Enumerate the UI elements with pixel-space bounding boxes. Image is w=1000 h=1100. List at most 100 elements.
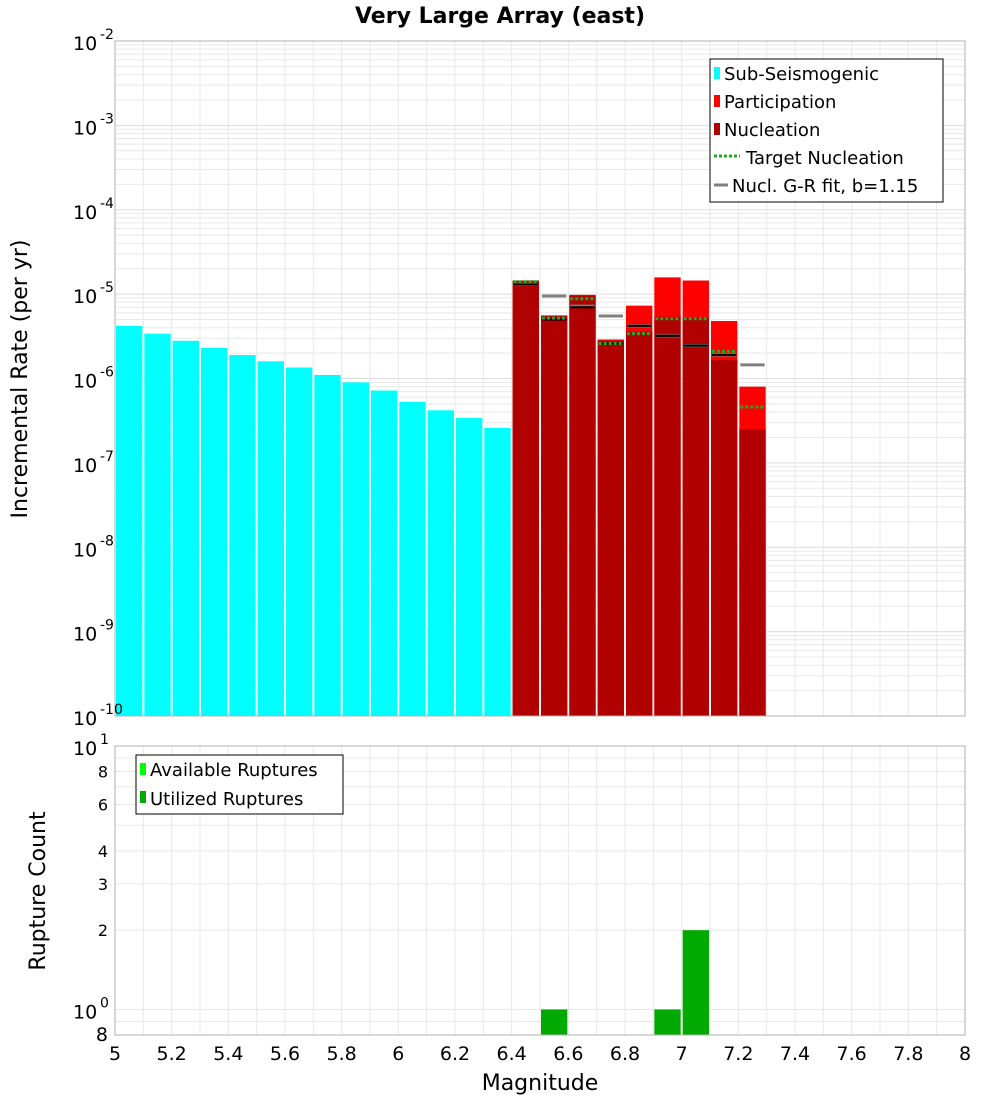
bottom-y-major-tick-exponent: 1 — [100, 732, 109, 748]
top-legend: Sub-Seismogenic Participation Nucleation… — [709, 58, 944, 203]
top-y-tick-exponent: -10 — [100, 702, 123, 718]
x-tick-label: 5.2 — [157, 1043, 187, 1065]
sub-seismogenic-bar — [144, 333, 171, 716]
top-legend-box — [709, 58, 944, 203]
sub-seismogenic-bar — [201, 347, 228, 716]
bottom-legend: Available Ruptures Utilized Ruptures — [135, 754, 344, 815]
top-y-tick-label: 10 — [73, 624, 97, 646]
sub-seismogenic-bar — [371, 390, 398, 716]
bottom-y-tick-label: 4 — [98, 842, 108, 861]
top-y-tick-label: 10 — [73, 33, 97, 55]
top-y-tick-exponent: -2 — [100, 27, 114, 43]
bottom-y-tick-label: 2 — [98, 921, 108, 940]
nucleation-bar — [597, 340, 624, 716]
sub-seismogenic-bar — [286, 367, 313, 716]
x-tick-label: 8 — [959, 1043, 971, 1065]
x-tick-label: 7.8 — [893, 1043, 923, 1065]
sub-seismogenic-bar — [456, 418, 483, 716]
bottom-y-major-tick-exponent: 0 — [100, 995, 109, 1011]
sub-seismogenic-bar — [342, 382, 369, 716]
nucleation-bar — [682, 317, 709, 716]
top-gridlines — [114, 41, 966, 717]
nucleation-bar — [541, 316, 568, 716]
utilized-ruptures-bar — [682, 930, 709, 1035]
top-y-tick-exponent: -6 — [100, 365, 114, 381]
bottom-plot-frame — [114, 745, 966, 1036]
legend-label-target-nucleation: Target Nucleation — [745, 148, 904, 169]
sub-seismogenic-bar — [116, 325, 143, 716]
legend-swatch-participation — [714, 95, 720, 107]
bottom-x-tick-labels: 5 5.2 5.4 5.6 5.8 6 6.2 6.4 6.6 6.8 7 7.2 7.4 7.6 7.8 8 — [109, 1043, 971, 1065]
bottom-y-axis-label: Rupture Count — [26, 811, 51, 971]
top-bars — [116, 277, 766, 716]
top-y-tick-label: 10 — [73, 455, 97, 477]
x-tick-label: 6.6 — [553, 1043, 583, 1065]
x-axis-label: Magnitude — [482, 1071, 599, 1096]
top-y-tick-exponent: -8 — [100, 533, 114, 549]
x-tick-label: 6.4 — [497, 1043, 527, 1065]
nucleation-bar — [512, 280, 539, 716]
x-tick-label: 7.2 — [723, 1043, 753, 1065]
legend-swatch-utilized-ruptures — [140, 791, 146, 803]
bottom-y-tick-label: 8 — [98, 763, 108, 782]
x-tick-label: 7.6 — [837, 1043, 867, 1065]
bottom-y-major-tick-label: 10 — [73, 738, 97, 760]
x-tick-label: 7.4 — [780, 1043, 810, 1065]
bottom-legend-box — [135, 754, 344, 815]
legend-label-nucleation: Nucleation — [724, 120, 820, 141]
bottom-y-tick-label: 6 — [98, 795, 108, 814]
nucleation-bar — [739, 429, 766, 716]
bottom-bars — [541, 930, 709, 1035]
x-tick-label: 7 — [676, 1043, 688, 1065]
top-y-tick-exponent: -7 — [100, 449, 114, 465]
sub-seismogenic-bar — [314, 375, 341, 716]
top-y-tick-label: 10 — [73, 202, 97, 224]
nucleation-bar — [569, 295, 596, 716]
bottom-y-major-tick-label: 10 — [73, 1001, 97, 1023]
legend-label-utilized-ruptures: Utilized Ruptures — [150, 789, 303, 810]
sub-seismogenic-bar — [399, 401, 426, 716]
sub-seismogenic-bar — [229, 354, 256, 716]
sub-seismogenic-bar — [427, 410, 454, 716]
x-tick-label: 6.2 — [440, 1043, 470, 1065]
nucleation-bar — [654, 316, 681, 716]
top-marker-lines — [513, 280, 765, 409]
sub-seismogenic-bar — [257, 361, 284, 716]
top-y-tick-exponent: -4 — [100, 196, 114, 212]
x-tick-label: 5 — [109, 1043, 121, 1065]
bottom-y-tick-label: 8 — [96, 1024, 108, 1046]
x-tick-label: 6.8 — [610, 1043, 640, 1065]
top-y-tick-label: 10 — [73, 117, 97, 139]
top-y-tick-exponent: -5 — [100, 280, 114, 296]
top-y-tick-label: 10 — [73, 371, 97, 393]
sub-seismogenic-bar — [484, 427, 511, 716]
legend-label-gr-fit: Nucl. G-R fit, b=1.15 — [732, 176, 918, 197]
legend-swatch-available-ruptures — [140, 763, 146, 775]
nucleation-bar — [626, 331, 653, 716]
legend-swatch-sub-seismogenic — [714, 67, 720, 79]
top-plot-frame — [114, 40, 966, 717]
chart-title: Very Large Array (east) — [355, 4, 645, 29]
top-y-axis-label: Incremental Rate (per yr) — [8, 240, 33, 519]
top-y-tick-label: 10 — [73, 708, 97, 730]
x-tick-label: 5.8 — [327, 1043, 357, 1065]
bottom-y-tick-label: 3 — [98, 875, 108, 894]
utilized-ruptures-bar — [541, 1009, 568, 1035]
utilized-ruptures-bar — [654, 1009, 681, 1035]
nucleation-bar — [711, 360, 738, 716]
sub-seismogenic-bar — [172, 340, 199, 716]
top-y-tick-exponent: -3 — [100, 111, 114, 127]
top-y-tick-label: 10 — [73, 539, 97, 561]
top-y-tick-label: 10 — [73, 286, 97, 308]
x-tick-label: 5.6 — [270, 1043, 300, 1065]
top-y-tick-exponent: -9 — [100, 618, 114, 634]
x-tick-label: 6 — [392, 1043, 404, 1065]
legend-label-participation: Participation — [724, 92, 836, 113]
legend-swatch-nucleation — [714, 123, 720, 135]
x-tick-label: 5.4 — [213, 1043, 243, 1065]
legend-label-sub-seismogenic: Sub-Seismogenic — [724, 64, 879, 85]
legend-label-available-ruptures: Available Ruptures — [150, 760, 318, 781]
